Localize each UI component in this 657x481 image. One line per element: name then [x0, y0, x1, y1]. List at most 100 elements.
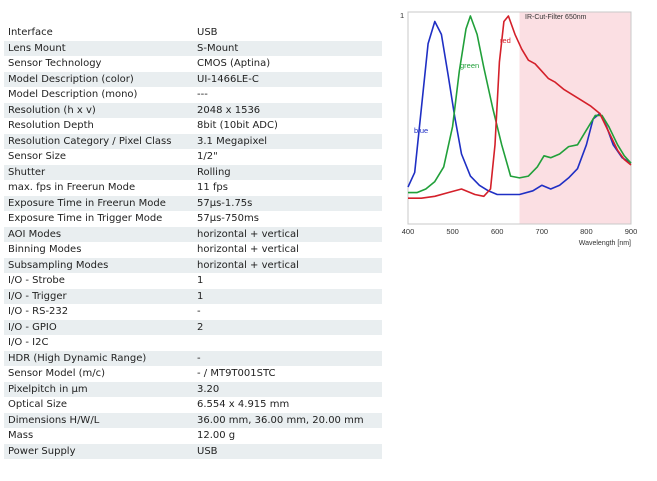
spec-row: Model Description (color) UI-1466LE-C [4, 71, 382, 87]
spec-row: AOI Modes horizontal + vertical [4, 226, 382, 242]
spec-value: 3.1 Megapixel [193, 133, 382, 149]
spec-value: 57µs-750ms [197, 213, 259, 224]
spec-label: Pixelpitch in µm [4, 381, 193, 397]
series-label-blue: blue [414, 126, 428, 135]
spec-row: Resolution Category / Pixel Class 3.1 Meg… [4, 133, 382, 149]
spec-value: 12.00 g [197, 430, 236, 441]
spec-row: HDR (High Dynamic Range) - [4, 350, 382, 366]
spec-label: Subsampling Modes [4, 257, 193, 273]
spec-label: Exposure Time in Freerun Mode [4, 195, 193, 211]
spec-label: Sensor Technology [8, 58, 102, 69]
spec-row: Power Supply USB [4, 443, 382, 459]
spec-label: Mass [8, 430, 34, 441]
spec-row: Lens Mount S-Mount [4, 40, 382, 56]
spec-label: Dimensions H/W/L [4, 412, 193, 428]
spectral-response-chart: 400 500 600 700 800 900 1 Wavelength [nm] IR-Cut… [400, 11, 638, 247]
x-tick-label: 800 [580, 227, 593, 236]
spec-label: I/O - Strobe [8, 275, 65, 286]
spec-row: max. fps in Freerun Mode 11 fps [4, 180, 382, 196]
spec-row: Exposure Time in Trigger Mode 57µs-750ms [4, 211, 382, 227]
spec-row: Interface USB [4, 25, 382, 41]
y-tick-label: 1 [400, 11, 404, 20]
series-line-blue [407, 20, 632, 196]
spec-row: Sensor Technology CMOS (Aptina) [4, 56, 382, 72]
spec-row: Resolution Depth 8bit (10bit ADC) [4, 118, 382, 134]
spec-row: Mass 12.00 g [4, 428, 382, 444]
spec-value: --- [197, 89, 208, 100]
spec-label: Sensor Size [8, 151, 66, 162]
spec-row: Subsampling Modes horizontal + vertical [4, 257, 382, 273]
spec-label: Exposure Time in Trigger Mode [8, 213, 163, 224]
spec-row: I/O - RS-232 - [4, 304, 382, 320]
spec-row: I/O - GPIO 2 [4, 319, 382, 335]
spec-value: 1 [197, 275, 204, 286]
spec-label: AOI Modes [4, 226, 193, 242]
spec-label: Resolution (h x v) [4, 102, 193, 118]
spec-label: Optical Size [8, 399, 68, 410]
spec-label: Model Description (color) [4, 71, 193, 87]
spec-value: Rolling [193, 164, 382, 180]
spec-value: UI-1466LE-C [193, 71, 382, 87]
spec-row: I/O - I2C [4, 335, 382, 351]
spec-label: Interface [8, 27, 53, 38]
spec-value: horizontal + vertical [193, 257, 382, 273]
spec-label: I/O - I2C [8, 337, 49, 348]
spec-label: Resolution Depth [8, 120, 94, 131]
spec-label: Shutter [4, 164, 193, 180]
spec-label: Model Description (mono) [8, 89, 138, 100]
spec-row: Sensor Model (m/c) - / MT9T001STC [4, 366, 382, 382]
spec-row: Model Description (mono) --- [4, 87, 382, 103]
spec-value: USB [193, 443, 382, 459]
spec-value: 2 [193, 319, 382, 335]
spec-label: Resolution Category / Pixel Class [4, 133, 193, 149]
spec-value: - / MT9T001STC [197, 368, 276, 379]
spec-table-body: Interface USB Lens Mount S-Mount Sensor Tech… [4, 25, 382, 459]
spec-label: I/O - RS-232 [8, 306, 69, 317]
x-tick-label: 600 [491, 227, 504, 236]
spec-row: Pixelpitch in µm 3.20 [4, 381, 382, 397]
spec-value: 11 fps [197, 182, 228, 193]
spec-value: 57µs-1.75s [193, 195, 382, 211]
series-label-red: red [500, 36, 511, 45]
ir-cut-annotation: IR-Cut-Filter 650nm [525, 14, 587, 21]
spec-label: Sensor Model (m/c) [8, 368, 106, 379]
plot-frame [407, 11, 632, 225]
spec-value: 36.00 mm, 36.00 mm, 20.00 mm [193, 412, 382, 428]
spec-row: Shutter Rolling [4, 164, 382, 180]
spec-value: 1 [193, 288, 382, 304]
spec-row: I/O - Trigger 1 [4, 288, 382, 304]
spec-value: - [197, 306, 201, 317]
spec-row: I/O - Strobe 1 [4, 273, 382, 289]
spec-value: horizontal + vertical [193, 226, 382, 242]
spec-row: Exposure Time in Freerun Mode 57µs-1.75s [4, 195, 382, 211]
spec-value: 6.554 x 4.915 mm [197, 399, 290, 410]
x-tick-label: 700 [536, 227, 549, 236]
spec-value: horizontal + vertical [197, 244, 299, 255]
spec-value: 1/2" [197, 151, 218, 162]
series-line-red [408, 15, 632, 199]
spec-label: HDR (High Dynamic Range) [4, 350, 193, 366]
series-line-green [408, 15, 632, 194]
spec-label: Lens Mount [4, 40, 193, 56]
spec-value: - [193, 350, 382, 366]
spec-row: Optical Size 6.554 x 4.915 mm [4, 397, 382, 413]
spec-value: CMOS (Aptina) [197, 58, 271, 69]
spec-row: Sensor Size 1/2" [4, 149, 382, 165]
spec-row: Resolution (h x v) 2048 x 1536 [4, 102, 382, 118]
x-tick-label: 500 [446, 227, 459, 236]
spec-value [193, 335, 382, 351]
spec-label: I/O - Trigger [4, 288, 193, 304]
spec-label: I/O - GPIO [4, 319, 193, 335]
x-tick-label: 400 [402, 227, 415, 236]
spec-value: USB [197, 27, 218, 38]
spec-value: S-Mount [193, 40, 382, 56]
spec-row: Binning Modes horizontal + vertical [4, 242, 382, 258]
spec-value: 3.20 [193, 381, 382, 397]
x-axis-label: Wavelength [nm] [579, 240, 631, 247]
spec-row: Dimensions H/W/L 36.00 mm, 36.00 mm, 20.0… [4, 412, 382, 428]
spec-value: 8bit (10bit ADC) [197, 120, 278, 131]
spec-label: Binning Modes [8, 244, 82, 255]
spec-value: 2048 x 1536 [193, 102, 382, 118]
spec-label: max. fps in Freerun Mode [8, 182, 136, 193]
x-tick-label: 900 [625, 227, 638, 236]
